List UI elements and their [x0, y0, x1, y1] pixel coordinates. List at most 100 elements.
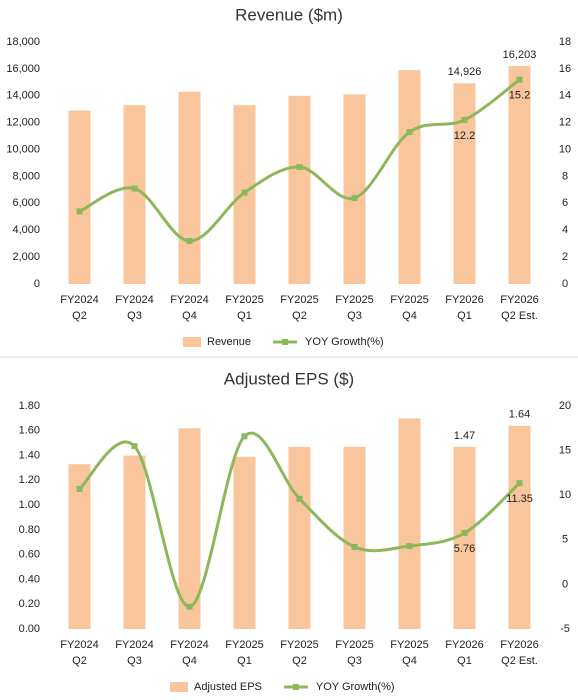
y-tick-label: 1.40 [19, 449, 40, 461]
y-tick-label: 6,000 [12, 197, 40, 209]
y-tick-label: 2,000 [12, 251, 40, 263]
line-marker [516, 76, 523, 83]
x-tick-label: FY2025 [335, 294, 374, 306]
chart-title: Revenue ($m) [235, 5, 343, 24]
line-marker [461, 116, 468, 123]
line-marker [351, 543, 358, 550]
x-tick-label: FY2025 [390, 294, 429, 306]
line-value-label: 11.35 [506, 493, 533, 505]
y-tick-label: 16,000 [6, 63, 40, 75]
legend-marker [292, 684, 299, 690]
legend-label: YOY Growth(%) [305, 336, 384, 348]
x-tick-label: Q2 Est. [501, 655, 538, 667]
line-marker [461, 530, 468, 537]
x-tick-label: Q2 [72, 655, 87, 667]
line-marker [186, 237, 193, 244]
bar-value-label: 1.64 [509, 409, 530, 421]
legend-label: YOY Growth(%) [316, 681, 395, 693]
x-tick-label: Q3 [347, 310, 362, 322]
bar-value-label: 1.47 [454, 430, 475, 442]
y-tick-label: 8,000 [12, 170, 40, 182]
line-value-label: 5.76 [454, 543, 475, 555]
y2-tick-label: 5 [562, 534, 568, 546]
bar [68, 110, 91, 284]
y-tick-label: 0.40 [19, 573, 40, 585]
line-marker [241, 189, 248, 196]
y-tick-label: 0 [34, 278, 40, 290]
line-marker [131, 185, 138, 192]
x-tick-label: Q1 [457, 655, 472, 667]
bar [178, 428, 201, 629]
line-value-label: 15.2 [509, 90, 530, 102]
y-tick-label: 0.60 [19, 549, 40, 561]
y2-tick-label: 12 [559, 117, 571, 129]
bar [288, 446, 311, 629]
x-tick-label: Q3 [127, 310, 142, 322]
y2-tick-label: 2 [562, 251, 568, 263]
bar [508, 425, 531, 629]
y2-tick-label: -5 [560, 623, 570, 635]
y2-tick-label: 4 [562, 224, 568, 236]
x-tick-label: Q3 [127, 655, 142, 667]
y-tick-label: 0.80 [19, 524, 40, 536]
line-value-label: 12.2 [454, 130, 475, 142]
bar [68, 464, 91, 629]
y2-tick-label: 6 [562, 197, 568, 209]
x-tick-label: Q2 Est. [501, 310, 538, 322]
y2-tick-label: 10 [559, 489, 571, 501]
x-tick-label: FY2025 [280, 639, 319, 651]
x-tick-label: FY2024 [170, 639, 209, 651]
legend-label: Adjusted EPS [194, 681, 262, 693]
line-marker [351, 194, 358, 201]
x-tick-label: Q4 [402, 655, 417, 667]
bar [343, 446, 366, 629]
legend-swatch [183, 337, 201, 347]
y2-tick-label: 20 [559, 400, 571, 412]
y-tick-label: 1.20 [19, 474, 40, 486]
line-marker [516, 480, 523, 487]
y-tick-label: 1.00 [19, 499, 40, 511]
x-tick-label: FY2025 [280, 294, 319, 306]
growth-line [78, 431, 521, 609]
line-marker [296, 164, 303, 171]
legend-label: Revenue [207, 336, 251, 348]
y-tick-label: 0.20 [19, 598, 40, 610]
y-tick-label: 0.00 [19, 623, 40, 635]
chart-title: Adjusted EPS ($) [224, 369, 354, 388]
y2-tick-label: 0 [562, 578, 568, 590]
x-tick-label: FY2025 [225, 294, 264, 306]
y2-tick-label: 18 [559, 36, 571, 48]
y-tick-label: 12,000 [6, 117, 40, 129]
y2-tick-label: 15 [559, 445, 571, 457]
x-tick-label: FY2024 [115, 639, 154, 651]
bar [233, 456, 256, 629]
y-tick-label: 18,000 [6, 36, 40, 48]
y-tick-label: 14,000 [6, 90, 40, 102]
x-tick-label: FY2026 [445, 639, 484, 651]
bar [178, 91, 201, 284]
y-tick-label: 1.60 [19, 425, 40, 437]
y2-tick-label: 8 [562, 170, 568, 182]
y2-tick-label: 14 [559, 90, 571, 102]
x-tick-label: FY2025 [335, 639, 374, 651]
x-tick-label: Q2 [72, 310, 87, 322]
x-tick-label: FY2024 [170, 294, 209, 306]
x-tick-label: FY2025 [390, 639, 429, 651]
x-tick-label: FY2026 [445, 294, 484, 306]
x-tick-label: Q2 [292, 655, 307, 667]
legend-marker [282, 339, 289, 345]
x-tick-label: FY2026 [500, 639, 539, 651]
y-tick-label: 10,000 [6, 143, 40, 155]
line-marker [296, 495, 303, 502]
y2-tick-label: 0 [562, 278, 568, 290]
legend-swatch [170, 682, 188, 692]
x-tick-label: FY2025 [225, 639, 264, 651]
bar [123, 105, 146, 284]
x-tick-label: FY2024 [60, 639, 99, 651]
x-tick-label: FY2024 [60, 294, 99, 306]
x-tick-label: Q2 [292, 310, 307, 322]
line-marker [76, 485, 83, 492]
x-tick-label: Q3 [347, 655, 362, 667]
